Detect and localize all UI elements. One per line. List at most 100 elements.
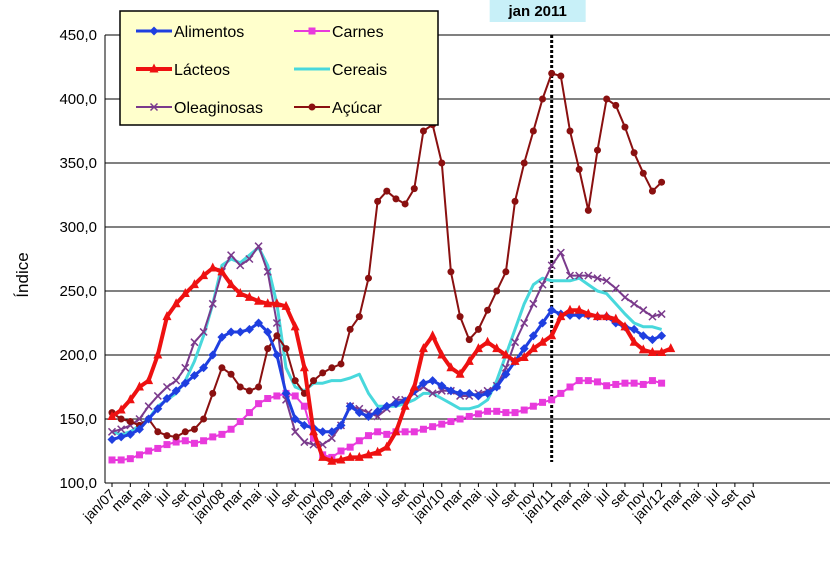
point-carnes: [493, 407, 501, 415]
point-acucar: [319, 369, 327, 377]
point-carnes: [447, 418, 455, 426]
point-lacteos: [409, 381, 419, 391]
point-carnes: [410, 428, 418, 436]
point-lacteos: [345, 451, 355, 461]
point-alimentos: [244, 324, 254, 334]
point-oleaginosas: [501, 363, 510, 372]
point-oleaginosas: [373, 412, 382, 421]
point-oleaginosas: [263, 267, 272, 276]
point-lacteos: [437, 349, 447, 359]
point-alimentos: [281, 388, 291, 398]
y-axis-label: Índice: [13, 252, 32, 297]
point-lacteos: [125, 394, 135, 404]
point-carnes: [108, 456, 116, 464]
legend-label-alimentos: Alimentos: [174, 24, 244, 41]
point-lacteos: [538, 336, 548, 346]
point-alimentos: [189, 370, 199, 380]
point-alimentos: [144, 414, 154, 424]
point-lacteos: [483, 336, 493, 346]
point-acucar: [465, 336, 473, 344]
point-acucar: [291, 377, 299, 385]
legend-label-lacteos: Lácteos: [174, 62, 230, 79]
point-acucar: [273, 332, 281, 340]
point-lacteos: [144, 375, 154, 385]
point-acucar: [401, 200, 409, 208]
point-oleaginosas: [511, 338, 520, 347]
point-oleaginosas: [135, 414, 144, 424]
point-carnes: [117, 456, 125, 464]
y-tick-label: 450,0: [59, 27, 97, 44]
point-oleaginosas: [291, 427, 300, 436]
legend-label-acucar: Açúcar: [332, 100, 382, 117]
point-oleaginosas: [547, 261, 556, 270]
point-carnes: [135, 451, 143, 459]
point-oleaginosas: [107, 427, 117, 436]
point-acucar: [658, 178, 666, 186]
point-alimentos: [171, 386, 181, 396]
point-acucar: [520, 159, 528, 167]
point-acucar: [621, 123, 629, 131]
point-lacteos: [382, 441, 392, 451]
point-acucar: [355, 313, 363, 321]
point-acucar: [209, 389, 217, 397]
point-oleaginosas: [117, 425, 126, 434]
point-acucar: [383, 187, 391, 195]
point-acucar: [337, 360, 345, 368]
point-carnes: [529, 402, 537, 410]
point-alimentos: [107, 434, 117, 444]
point-acucar: [593, 146, 601, 154]
point-carnes: [456, 415, 464, 423]
point-oleaginosas: [236, 261, 245, 270]
point-lacteos: [162, 311, 172, 321]
point-alimentos: [437, 381, 447, 391]
point-acucar: [218, 364, 226, 372]
point-lacteos: [547, 330, 557, 340]
point-carnes: [484, 407, 492, 415]
point-acucar: [264, 345, 272, 353]
point-lacteos: [336, 454, 346, 464]
point-acucar: [236, 383, 244, 391]
point-lacteos: [290, 321, 300, 331]
point-acucar: [126, 418, 134, 426]
point-lacteos: [373, 446, 383, 456]
point-carnes: [612, 380, 620, 388]
point-lacteos: [171, 298, 181, 308]
point-alimentos: [446, 386, 456, 396]
point-lacteos: [583, 308, 593, 318]
point-oleaginosas: [584, 271, 593, 280]
point-lacteos: [473, 343, 483, 353]
point-lacteos: [556, 311, 566, 321]
point-carnes: [575, 377, 583, 385]
point-alimentos: [528, 331, 538, 341]
point-alimentos: [547, 305, 557, 315]
point-acucar: [410, 185, 418, 193]
point-acucar: [575, 165, 583, 173]
point-alimentos: [418, 378, 428, 388]
point-lacteos: [519, 352, 529, 362]
jan-2011-label: jan 2011: [507, 3, 566, 20]
legend-marker-alimentos: [149, 26, 159, 36]
point-lacteos: [199, 270, 209, 280]
point-alimentos: [501, 369, 511, 379]
point-carnes: [154, 444, 162, 452]
point-oleaginosas: [190, 338, 199, 347]
point-acucar: [474, 325, 482, 333]
point-acucar: [612, 101, 620, 109]
point-lacteos: [116, 404, 126, 414]
y-tick-label: 100,0: [59, 475, 97, 492]
y-tick-label: 400,0: [59, 91, 97, 108]
point-oleaginosas: [556, 248, 565, 257]
point-carnes: [566, 383, 574, 391]
point-acucar: [438, 159, 446, 167]
point-lacteos: [611, 313, 621, 323]
point-oleaginosas: [162, 382, 171, 392]
point-lacteos: [309, 426, 319, 436]
point-lacteos: [235, 288, 245, 298]
point-alimentos: [657, 331, 667, 341]
point-alimentos: [153, 404, 163, 414]
point-oleaginosas: [208, 299, 217, 308]
point-carnes: [374, 428, 382, 436]
point-carnes: [218, 430, 226, 438]
legend-marker-lacteos: [149, 63, 159, 73]
series-acucar: [108, 69, 666, 441]
